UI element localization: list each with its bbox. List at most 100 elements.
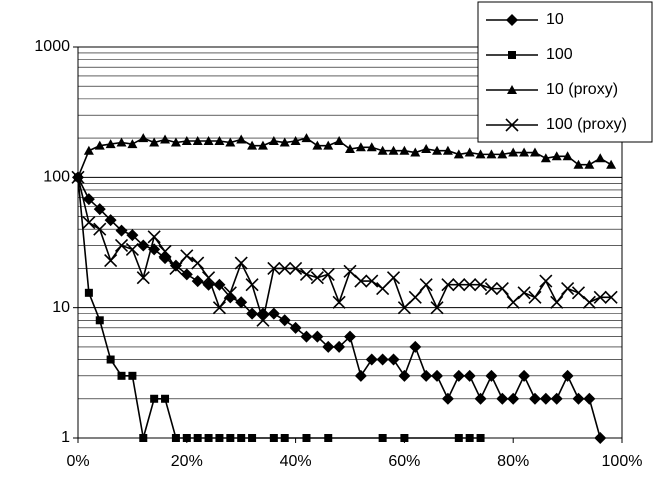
marker [354, 369, 367, 382]
legend-label: 100 [546, 46, 573, 63]
marker [463, 278, 477, 292]
marker [203, 136, 214, 146]
marker [410, 147, 421, 157]
marker [321, 267, 335, 281]
marker [278, 261, 292, 275]
marker [518, 369, 531, 382]
legend-label: 10 [546, 11, 564, 28]
marker [324, 434, 333, 442]
marker [204, 434, 213, 442]
marker [496, 392, 509, 405]
marker [235, 296, 248, 309]
marker [486, 149, 497, 159]
x-tick-label: 40% [280, 453, 312, 470]
marker [289, 321, 302, 334]
marker [105, 139, 116, 149]
marker [246, 307, 259, 320]
marker [125, 242, 139, 256]
marker [583, 392, 596, 405]
x-tick-label: 100% [602, 453, 643, 470]
marker [268, 136, 279, 146]
marker [453, 149, 464, 159]
marker [454, 434, 463, 442]
marker [441, 278, 455, 292]
legend-label: 100 (proxy) [546, 116, 627, 133]
marker [83, 145, 94, 155]
marker [497, 149, 508, 159]
marker [193, 434, 202, 442]
marker [161, 394, 170, 403]
marker [344, 330, 356, 343]
marker [540, 153, 551, 163]
marker [147, 230, 161, 244]
marker [376, 282, 390, 296]
marker [474, 392, 487, 405]
marker [104, 253, 118, 268]
marker [539, 392, 552, 405]
marker [551, 151, 562, 161]
marker [237, 434, 246, 442]
marker [431, 369, 444, 382]
marker [114, 238, 129, 253]
marker [84, 288, 93, 297]
x-tick-label: 60% [388, 453, 420, 470]
marker [201, 271, 216, 285]
marker [128, 371, 137, 380]
marker [604, 290, 618, 304]
marker [397, 301, 411, 315]
marker [517, 286, 531, 300]
marker [182, 434, 191, 442]
marker [224, 291, 237, 304]
marker [506, 295, 520, 309]
marker [213, 278, 226, 291]
marker [400, 434, 409, 442]
marker [171, 434, 180, 442]
marker [267, 261, 281, 275]
marker [377, 145, 388, 155]
marker [245, 278, 259, 292]
marker [191, 256, 205, 270]
marker [289, 261, 303, 275]
marker [550, 392, 563, 405]
series [73, 133, 617, 182]
marker [365, 274, 379, 288]
marker [550, 295, 564, 309]
marker [376, 353, 389, 366]
x-tick-label: 20% [171, 453, 203, 470]
marker [561, 369, 574, 382]
x-tick-label: 80% [497, 453, 529, 470]
marker [485, 369, 498, 382]
marker [332, 295, 346, 309]
marker [432, 145, 443, 155]
marker [528, 392, 541, 405]
marker [528, 290, 542, 304]
marker [214, 136, 225, 146]
marker [180, 268, 193, 281]
marker [355, 142, 366, 152]
marker [508, 51, 516, 59]
marker [465, 434, 474, 442]
marker [322, 340, 335, 353]
marker [181, 136, 192, 146]
marker [93, 222, 107, 236]
marker [420, 369, 433, 382]
marker [366, 142, 377, 152]
marker [137, 239, 150, 252]
marker [430, 301, 444, 315]
marker [441, 392, 454, 405]
marker [476, 434, 485, 442]
marker [310, 271, 324, 285]
x-tick-label: 0% [66, 453, 89, 470]
marker [225, 137, 236, 147]
marker [365, 353, 378, 366]
marker [452, 369, 465, 382]
marker [507, 392, 520, 405]
marker [408, 290, 422, 304]
marker [529, 147, 540, 157]
marker [170, 137, 181, 147]
marker [226, 434, 235, 442]
marker [387, 353, 400, 366]
marker [334, 136, 345, 146]
marker [278, 314, 291, 327]
marker [301, 133, 312, 143]
